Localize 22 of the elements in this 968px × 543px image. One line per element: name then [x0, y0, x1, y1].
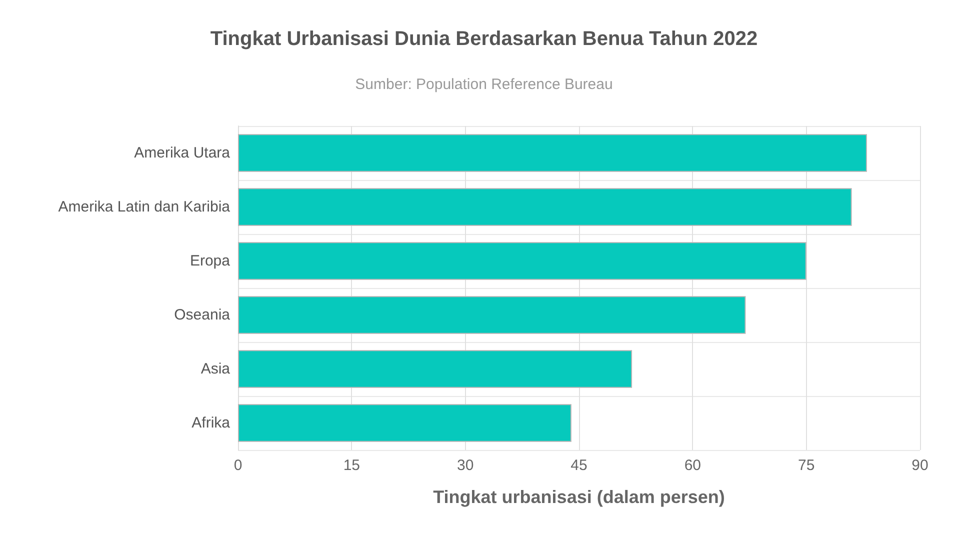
y-tick-label: Afrika — [192, 414, 231, 432]
bar — [238, 188, 852, 226]
bar — [238, 242, 806, 280]
x-tick-label: 90 — [912, 457, 928, 474]
x-tick-label: 75 — [798, 457, 815, 474]
x-tick-label: 45 — [570, 457, 588, 474]
bar — [238, 350, 632, 388]
x-axis-title: Tingkat urbanisasi (dalam persen) — [433, 487, 725, 507]
x-tick-label: 0 — [234, 457, 242, 474]
x-tick-label: 60 — [684, 457, 702, 474]
x-tick-label: 15 — [343, 457, 360, 474]
y-tick-label: Asia — [200, 360, 231, 378]
chart-subtitle: Sumber: Population Reference Bureau — [355, 76, 613, 93]
y-tick-label: Amerika Utara — [134, 144, 231, 162]
chart-title: Tingkat Urbanisasi Dunia Berdasarkan Benua Tahun 2022 — [210, 28, 758, 50]
x-tick-label: 30 — [456, 457, 474, 474]
bar — [238, 134, 867, 172]
y-tick-label: Oseania — [174, 306, 231, 324]
y-tick-label: Eropa — [190, 252, 231, 270]
bar — [238, 404, 572, 442]
bar — [238, 296, 746, 334]
y-tick-label: Amerika Latin dan Karibia — [58, 198, 231, 216]
